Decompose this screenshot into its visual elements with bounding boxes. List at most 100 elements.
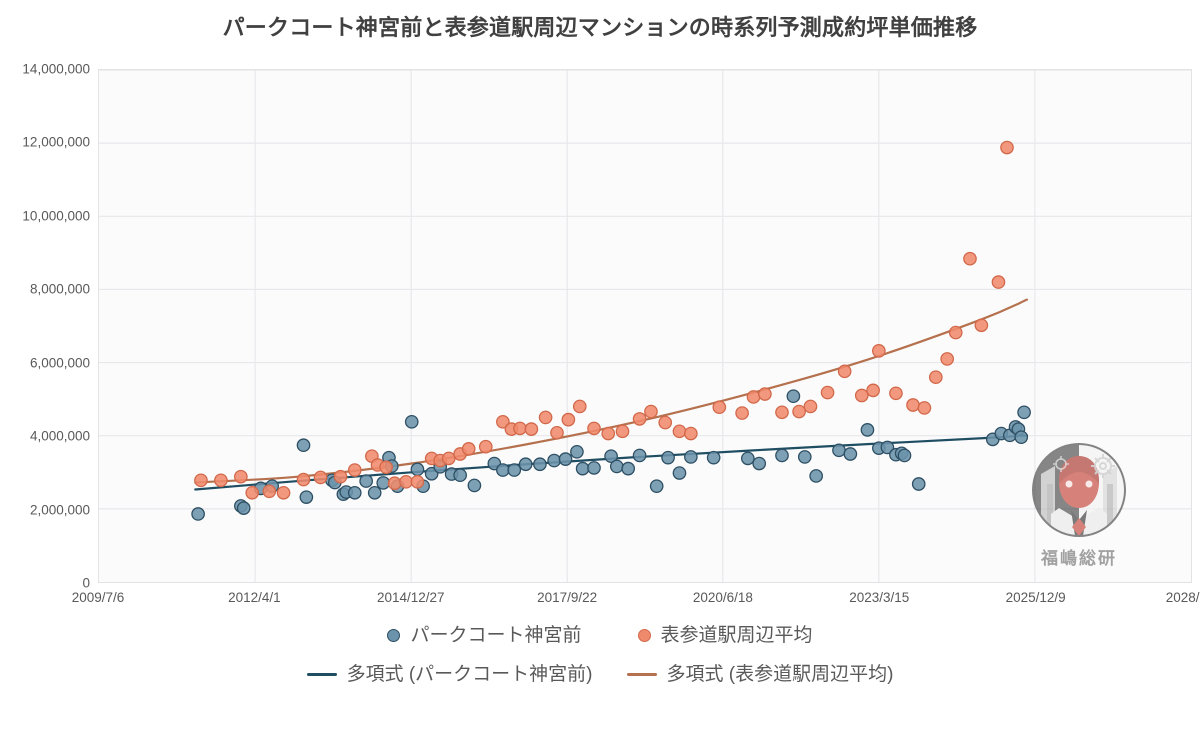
data-point [911, 477, 926, 491]
data-point [672, 466, 687, 480]
data-point [866, 383, 880, 398]
data-point [803, 399, 818, 414]
data-point [367, 485, 382, 500]
legend-marker-dot-orange [637, 629, 651, 642]
data-point [752, 456, 767, 471]
data-point [889, 386, 903, 401]
data-point [872, 344, 886, 358]
data-point [461, 442, 476, 456]
data-point [644, 404, 658, 419]
data-point [533, 457, 547, 472]
data-point [1014, 430, 1029, 444]
data-point [453, 468, 467, 483]
data-point [735, 406, 749, 420]
data-point [672, 424, 687, 439]
legend-marker-line-orange [626, 673, 657, 676]
data-point [684, 450, 698, 464]
data-point [809, 469, 824, 483]
data-point [467, 478, 482, 493]
data-point [296, 438, 311, 453]
legend-label-park-court: パークコート神宮前 [410, 625, 582, 646]
data-point [496, 414, 510, 429]
legend-marker-dot-blue [387, 629, 401, 642]
data-point [609, 459, 624, 474]
data-point [928, 370, 943, 385]
data-point [299, 490, 314, 504]
x-axis-tick-label: 2023/3/15 [849, 590, 910, 605]
data-point [410, 474, 425, 489]
data-point [832, 443, 846, 458]
x-axis-tick-label: 2020/6/18 [692, 590, 753, 605]
data-point [524, 422, 539, 436]
data-point [615, 424, 630, 439]
y-axis-tick-label: 2,000,000 [29, 502, 90, 518]
data-point [376, 476, 391, 490]
data-point [974, 318, 989, 333]
data-point [538, 410, 553, 425]
legend-row-markers: パークコート神宮前 表参道駅周辺平均 [0, 626, 1200, 645]
x-axis-tick-label: 2009/7/6 [71, 590, 125, 605]
data-point [587, 421, 601, 436]
data-point [507, 463, 522, 477]
data-point [236, 501, 251, 515]
data-point [880, 440, 895, 455]
legend-item-omotesando-average[interactable]: 表参道駅周辺平均 [637, 625, 813, 646]
data-point [1000, 140, 1014, 155]
chart-title: パークコート神宮前と表参道駅周辺マンションの時系列予測成約坪単価推移 [222, 15, 978, 40]
data-point [191, 507, 205, 521]
y-axis-tick-label: 4,000,000 [29, 428, 90, 444]
data-point [820, 385, 835, 400]
data-point [410, 462, 425, 477]
x-axis-tick-label: 2012/4/1 [228, 590, 281, 605]
data-point [897, 448, 912, 463]
data-point [572, 399, 587, 414]
scatter-series-omotesando [194, 140, 1014, 500]
legend-label-trend-park-court: 多項式 (パークコート神宮前) [346, 664, 593, 685]
data-point [860, 423, 875, 437]
legend-label-trend-omotesando: 多項式 (表参道駅周辺平均) [666, 664, 894, 685]
data-point [313, 470, 328, 485]
data-point [706, 450, 721, 465]
plot-area [98, 69, 1192, 583]
legend-item-trend-omotesando[interactable]: 多項式 (表参道駅周辺平均) [626, 664, 894, 685]
data-point [658, 415, 673, 430]
data-point [917, 401, 932, 415]
data-point [570, 444, 584, 459]
legend-item-park-court[interactable]: パークコート神宮前 [387, 625, 582, 646]
data-point [347, 463, 362, 477]
data-point [276, 485, 291, 500]
data-point [661, 450, 675, 465]
data-point [991, 275, 1006, 289]
data-point [547, 453, 561, 468]
data-point [797, 450, 812, 464]
y-axis-tick-label: 0 [82, 575, 90, 591]
data-point [604, 449, 618, 464]
data-point [550, 425, 564, 440]
data-point [379, 460, 393, 474]
plot-svg [99, 70, 1191, 582]
data-point [775, 405, 789, 420]
data-point [758, 387, 772, 401]
y-axis-tick-label: 12,000,000 [22, 134, 90, 150]
data-point [262, 484, 277, 499]
data-point [786, 389, 801, 404]
data-point [906, 398, 920, 412]
data-point [632, 448, 647, 463]
data-point [854, 388, 869, 403]
y-axis-tick-label: 10,000,000 [22, 208, 90, 224]
data-point [601, 426, 616, 441]
scatter-series-park-court [191, 389, 1031, 521]
x-axis-tick-label: 2025/12/9 [1005, 590, 1066, 605]
legend-label-omotesando-average: 表参道駅周辺平均 [660, 625, 813, 646]
data-point [214, 473, 228, 488]
x-axis-tick-label: 2028/9/4 [1165, 590, 1200, 605]
data-point [775, 448, 789, 463]
chart-legend: パークコート神宮前 表参道駅周辺平均 多項式 (パークコート神宮前) 多項式 (… [0, 626, 1200, 684]
data-point [513, 421, 527, 436]
data-point [963, 251, 977, 266]
data-point [234, 469, 248, 484]
y-axis-tick-label: 8,000,000 [29, 281, 90, 297]
legend-item-trend-park-court[interactable]: 多項式 (パークコート神宮前) [306, 664, 593, 685]
data-point [296, 472, 311, 487]
data-point [478, 439, 493, 454]
